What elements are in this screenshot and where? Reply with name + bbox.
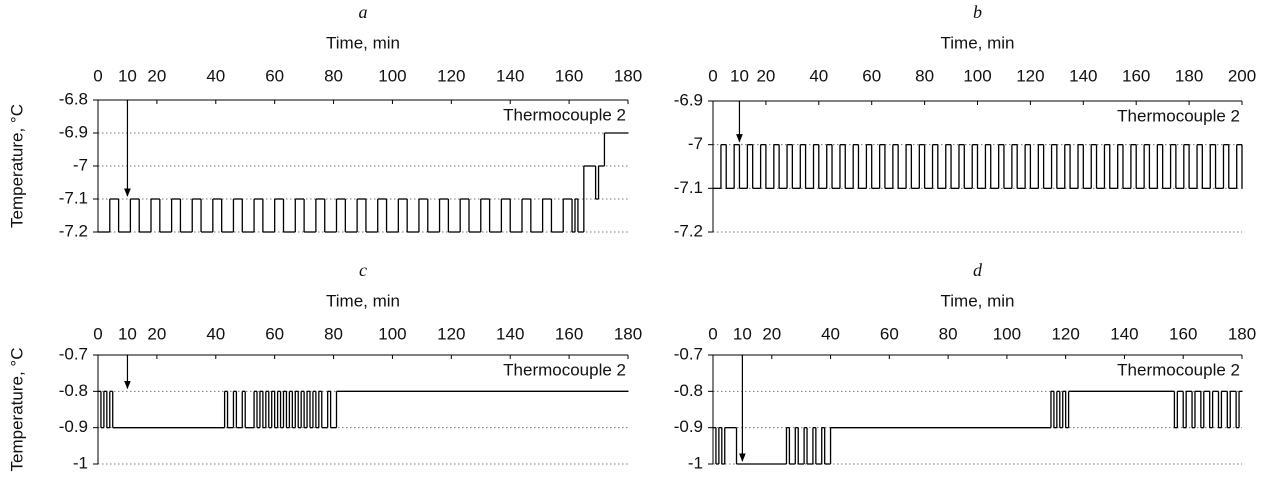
y-axis-label: Temperature, °C — [7, 104, 26, 228]
x-tick-label: 0 — [93, 66, 102, 85]
x-tick-label: 140 — [496, 324, 524, 343]
x-tick-label: 10 — [730, 66, 749, 85]
x-tick-label: 60 — [880, 324, 899, 343]
panel: a Time, min Temperature, °C 0 10 20 40 60 80 100 1… — [7, 2, 642, 240]
x-tick-label: 120 — [437, 66, 465, 85]
y-tick-label: -1 — [73, 453, 88, 472]
y-tick-label: -6.8 — [59, 89, 88, 108]
x-tick-label: 10 — [118, 324, 137, 343]
x-tick-label: 100 — [993, 324, 1021, 343]
panel-title: a — [359, 2, 368, 22]
x-tick-label: 80 — [915, 66, 934, 85]
step-riser — [100, 391, 338, 428]
x-axis-label: Time, min — [326, 291, 400, 310]
x-tick-label: 80 — [324, 66, 343, 85]
y-tick-label: -6.9 — [674, 90, 703, 109]
y-tick-label: -0.7 — [59, 344, 88, 363]
x-tick-label: 60 — [265, 324, 284, 343]
y-tick-label: -7.2 — [59, 221, 88, 240]
x-tick-label: 40 — [206, 66, 225, 85]
y-tick-label: -6.9 — [59, 122, 88, 141]
x-tick-label: 100 — [378, 324, 406, 343]
x-tick-label: 160 — [555, 324, 583, 343]
x-tick-label: 80 — [324, 324, 343, 343]
y-tick-label: -0.9 — [59, 417, 88, 436]
x-tick-label: 180 — [614, 324, 642, 343]
x-tick-label: 160 — [555, 66, 583, 85]
x-tick-label: 140 — [496, 66, 524, 85]
y-tick-label: -0.9 — [674, 417, 703, 436]
x-axis-label: Time, min — [326, 33, 400, 52]
x-tick-label: 20 — [147, 66, 166, 85]
y-axis-label: Temperature, °C — [7, 348, 26, 472]
panel-title: c — [359, 260, 367, 280]
annotation: Thermocouple 2 — [1117, 106, 1240, 125]
x-tick-label: 0 — [708, 66, 717, 85]
x-tick-label: 140 — [1110, 324, 1138, 343]
annotation: Thermocouple 2 — [503, 105, 626, 124]
x-tick-label: 60 — [265, 66, 284, 85]
x-tick-label: 100 — [963, 66, 991, 85]
x-tick-label: 140 — [1069, 66, 1097, 85]
panel: b Time, min 0 10 20 40 60 80 100 120 140 160 180 200 -… — [674, 2, 1256, 240]
y-tick-label: -7 — [73, 155, 88, 174]
x-tick-label: 40 — [809, 66, 828, 85]
x-tick-label: 0 — [708, 324, 717, 343]
x-tick-label: 40 — [206, 324, 225, 343]
y-tick-label: -7.1 — [59, 188, 88, 207]
panel-title: d — [973, 260, 983, 280]
x-axis-label: Time, min — [941, 33, 1015, 52]
y-tick-label: -7.2 — [674, 221, 703, 240]
annotation: Thermocouple 2 — [503, 360, 626, 379]
annotation: Thermocouple 2 — [1117, 360, 1240, 379]
y-tick-label: -7 — [688, 134, 703, 153]
x-tick-label: 80 — [939, 324, 958, 343]
x-tick-label: 60 — [862, 66, 881, 85]
y-tick-label: -0.8 — [674, 381, 703, 400]
x-tick-label: 40 — [821, 324, 840, 343]
x-tick-label: 20 — [756, 66, 775, 85]
panel-title: b — [973, 2, 982, 22]
step-riser — [715, 391, 1240, 464]
x-axis-label: Time, min — [941, 291, 1015, 310]
step-riser — [109, 133, 606, 232]
panel: c Time, min Temperature, °C 0 10 20 40 60 80 100 1… — [7, 260, 642, 472]
y-tick-label: -7.1 — [674, 178, 703, 197]
panel: d Time, min 0 10 20 40 60 80 100 120 140 160 180 -1 -0… — [674, 260, 1256, 472]
x-tick-label: 180 — [1175, 66, 1203, 85]
x-tick-label: 100 — [378, 66, 406, 85]
y-tick-label: -0.7 — [674, 344, 703, 363]
x-tick-label: 180 — [1228, 324, 1256, 343]
x-tick-label: 20 — [147, 324, 166, 343]
step-riser — [720, 144, 1243, 189]
x-tick-label: 0 — [93, 324, 102, 343]
x-tick-label: 120 — [1016, 66, 1044, 85]
x-tick-label: 20 — [762, 324, 781, 343]
y-tick-label: -0.8 — [59, 381, 88, 400]
x-tick-label: 200 — [1228, 66, 1256, 85]
x-tick-label: 160 — [1169, 324, 1197, 343]
x-tick-label: 180 — [614, 66, 642, 85]
y-tick-label: -1 — [688, 453, 703, 472]
x-tick-label: 120 — [437, 324, 465, 343]
x-tick-label: 10 — [118, 66, 137, 85]
x-tick-label: 10 — [733, 324, 752, 343]
x-tick-label: 120 — [1051, 324, 1079, 343]
x-tick-label: 160 — [1122, 66, 1150, 85]
